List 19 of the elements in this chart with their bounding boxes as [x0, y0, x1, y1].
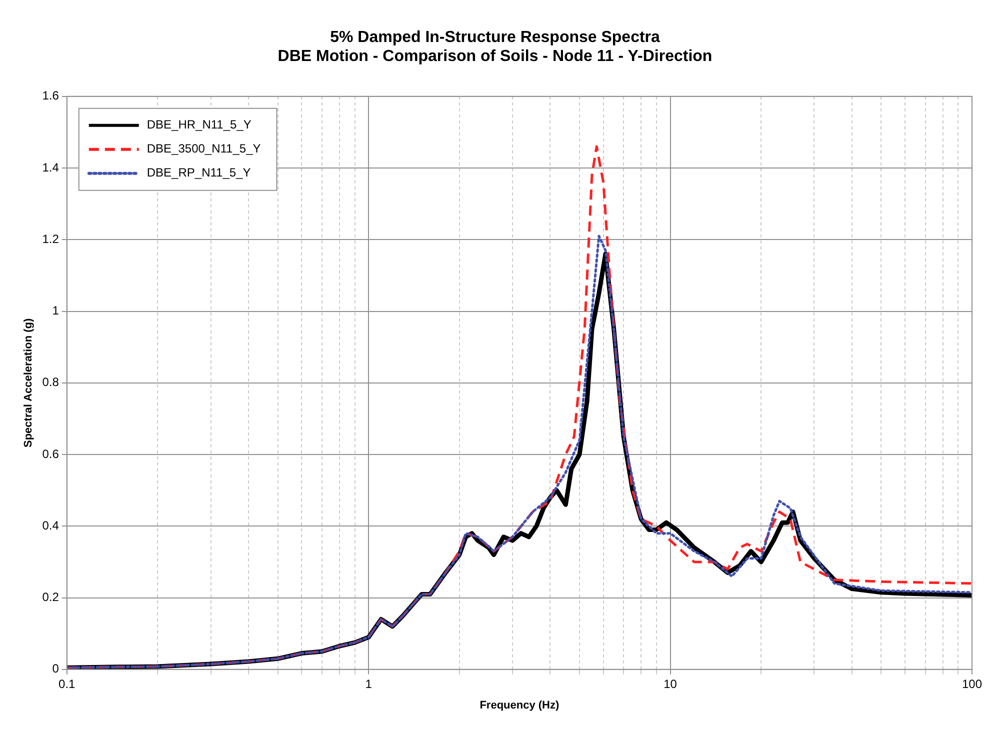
x-axis-title: Frequency (Hz)	[480, 699, 560, 712]
y-axis-title: Spectral Acceleration (g)	[22, 318, 35, 448]
y-tick-label: 1	[52, 304, 60, 318]
chart-title: 5% Damped In-Structure Response Spectra DBE Motion - Comparison of Soils - Node 11 - Y-Direction	[278, 29, 712, 66]
y-tick-label: 0	[52, 662, 60, 676]
legend-label: DBE_HR_N11_5_Y	[146, 118, 252, 132]
y-tick-label: 1.6	[42, 88, 60, 103]
y-tick-label: 1.2	[42, 232, 60, 246]
x-tick-label: 1	[365, 676, 372, 691]
y-tick-label: 0.4	[42, 518, 60, 532]
x-tick-label: 0.1	[58, 676, 76, 691]
y-tick-label: 0.2	[42, 590, 60, 604]
x-tick-label: 10	[664, 676, 678, 691]
legend-label: DBE_RP_N11_5_Y	[146, 166, 251, 180]
y-tick-label: 1.4	[42, 160, 60, 174]
y-tick-label: 0.6	[42, 446, 60, 461]
x-tick-label: 100	[962, 676, 982, 691]
y-tick-label: 0.8	[42, 375, 60, 390]
legend-label: DBE_3500_N11_5_Y	[146, 142, 261, 156]
